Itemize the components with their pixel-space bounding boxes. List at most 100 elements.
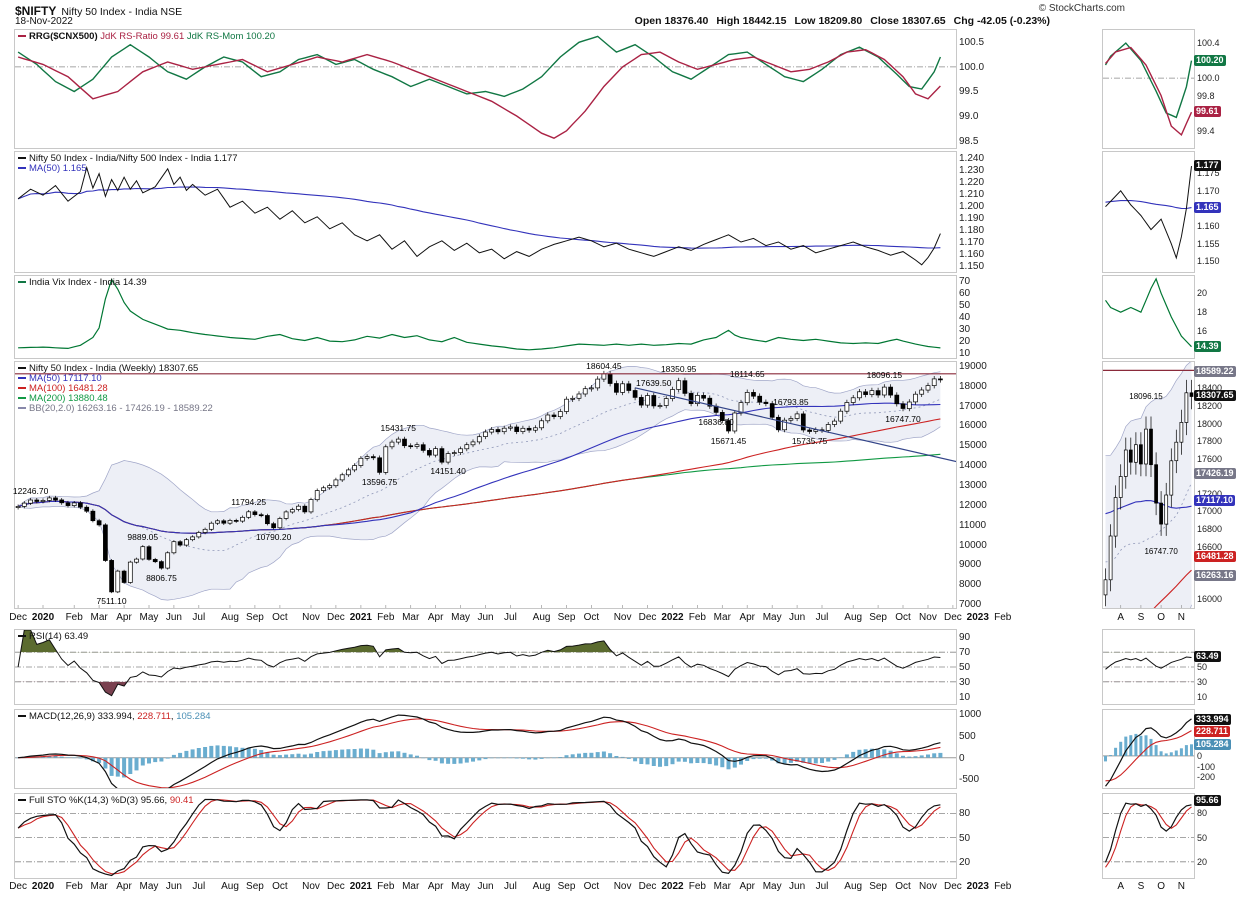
price-annotation: 16747.70 — [885, 414, 921, 425]
rrg-mini-plot — [1103, 42, 1194, 137]
legend-text: MA(50) 17117.10 — [29, 373, 102, 384]
price-annotation: 18096.15 — [866, 369, 903, 380]
x-axis-label: May — [139, 612, 159, 623]
x-axis-label: Nov — [919, 881, 937, 892]
x-axis-label: Dec — [9, 881, 28, 892]
price-ytick: 18000 — [1197, 418, 1223, 429]
x-axis-label: Feb — [65, 612, 83, 623]
sto-mini-panel — [1102, 793, 1195, 879]
price-ytick: 18200 — [1197, 400, 1223, 411]
x-axis-label: May — [762, 612, 782, 623]
x-axis-label: Apr — [739, 612, 756, 623]
rsi-axis-callout: 63.49 — [1194, 651, 1221, 663]
ratio-panel — [14, 151, 957, 273]
rrg-ytick: 99.0 — [959, 111, 979, 123]
price-ytick: 17600 — [1197, 453, 1223, 464]
copyright: © StockCharts.com — [1038, 3, 1125, 14]
x-axis-label: Dec — [638, 881, 657, 892]
x-axis-label: Dec — [327, 881, 345, 892]
rrg-ytick: 99.4 — [1197, 125, 1215, 136]
legend-text: RSI(14) 63.49 — [29, 631, 89, 642]
series-line-icon — [18, 799, 26, 801]
rrg-axis-callout: 99.61 — [1194, 106, 1221, 118]
x-axis-label: Mar — [402, 881, 420, 892]
rrg-plot — [15, 35, 956, 139]
rrg-legend: RRG($CNX500) JdK RS-Ratio 99.61 JdK RS-M… — [18, 32, 275, 42]
ratio-ytick: 1.230 — [959, 165, 985, 176]
x-axis-label: Oct — [583, 881, 600, 892]
macd-ytick: 1000 — [959, 709, 982, 721]
x-axis-label: Oct — [895, 612, 911, 623]
price-annotation: 12246.70 — [12, 485, 49, 496]
x-axis-label: Apr — [116, 612, 132, 623]
price-annotation: 15431.75 — [380, 423, 416, 434]
price-annotation: 18096.15 — [1129, 391, 1163, 401]
x-axis-label: Jun — [477, 881, 494, 892]
ohlc-row: Open 18376.40 High 18442.15 Low 18209.80 Close… — [0, 15, 1050, 27]
rsi-ytick: 70 — [959, 647, 971, 659]
vix-ytick: 16 — [1197, 326, 1208, 337]
price-axis-callout: 18589.22 — [1194, 365, 1236, 377]
x-axis-label: Jul — [192, 612, 206, 623]
chart-title: Nifty 50 Index - India NSE — [61, 6, 183, 18]
macd-axis-callout: 333.994 — [1194, 714, 1231, 726]
vix-ytick: 20 — [959, 336, 971, 348]
price-annotation: 15735.75 — [791, 435, 828, 446]
x-axis-label: Sep — [246, 881, 264, 892]
price-mini-plot — [1103, 362, 1194, 608]
macd-ytick: -500 — [959, 774, 980, 786]
price-annotation: 18604.45 — [586, 361, 622, 372]
price-axis-callout: 17117.10 — [1194, 495, 1236, 507]
x-axis-label: Mar — [90, 881, 108, 892]
legend-text: , — [170, 711, 177, 722]
price-annotation: 17639.50 — [636, 378, 672, 389]
x-axis-label: Oct — [895, 881, 911, 892]
series-line-icon — [18, 407, 26, 409]
price-annotation: 16793.85 — [773, 396, 809, 407]
x-axis-label: May — [139, 881, 159, 892]
price-ytick: 8000 — [959, 579, 982, 591]
macd-plot — [15, 714, 956, 788]
x-axis-label: Mar — [90, 612, 108, 623]
header: $NIFTY Nifty 50 Index - India NSE — [15, 2, 182, 20]
price-legend: MA(200) 13880.48 — [18, 394, 108, 404]
mini-x-axis-label: A — [1117, 881, 1125, 892]
legend-text: 333.994 — [97, 711, 132, 722]
x-axis-label: Jul — [192, 881, 206, 892]
sto-ytick: 80 — [959, 808, 971, 820]
ratio-ytick: 1.180 — [959, 225, 985, 236]
x-axis-label: Sep — [869, 612, 887, 623]
ratio-ytick: 1.160 — [959, 249, 985, 260]
sto-ytick: 50 — [1197, 832, 1208, 843]
sto-legend: Full STO %K(14,3) %D(3) 95.66, 90.41 — [18, 796, 194, 806]
legend-text: 105.284 — [176, 711, 211, 722]
price-ytick: 16600 — [1197, 541, 1223, 552]
vix-ytick: 30 — [959, 324, 971, 336]
rsi-ytick: 90 — [959, 632, 971, 644]
x-axis-label: May — [451, 612, 471, 623]
x-axis-label: Feb — [994, 612, 1012, 623]
price-ytick: 11000 — [959, 519, 987, 531]
x-axis-label: Aug — [532, 881, 551, 892]
vix-ytick: 60 — [959, 287, 971, 299]
x-axis-label: Feb — [377, 612, 395, 623]
price-ytick: 16000 — [959, 420, 987, 432]
price-annotation: 7511.10 — [96, 595, 127, 606]
legend-text: MA(50) 1.165 — [29, 163, 87, 174]
price-ytick: 17000 — [959, 400, 987, 412]
ratio-legend: Nifty 50 Index - India/Nifty 500 Index -… — [18, 154, 238, 164]
sto-axis-callout: 95.66 — [1194, 794, 1221, 806]
x-axis-label: 2020 — [31, 612, 55, 623]
legend-text: 90.41 — [169, 795, 194, 806]
x-axis-label: Nov — [302, 612, 320, 623]
price-legend: Nifty 50 Index - India (Weekly) 18307.65 — [18, 364, 198, 374]
legend-text: BB(20,2.0) 16263.16 - 17426.19 - 18589.2… — [29, 403, 213, 414]
ratio-ytick: 1.160 — [1197, 221, 1220, 232]
sto-ytick: 20 — [1197, 856, 1208, 867]
x-axis-label: Oct — [583, 612, 600, 623]
x-axis-label: Mar — [402, 612, 420, 623]
rrg-ytick: 100.5 — [959, 37, 985, 49]
price-annotation: 15671.45 — [710, 436, 747, 446]
x-axis-label: Aug — [221, 612, 239, 623]
x-axis-label: Apr — [116, 881, 132, 892]
